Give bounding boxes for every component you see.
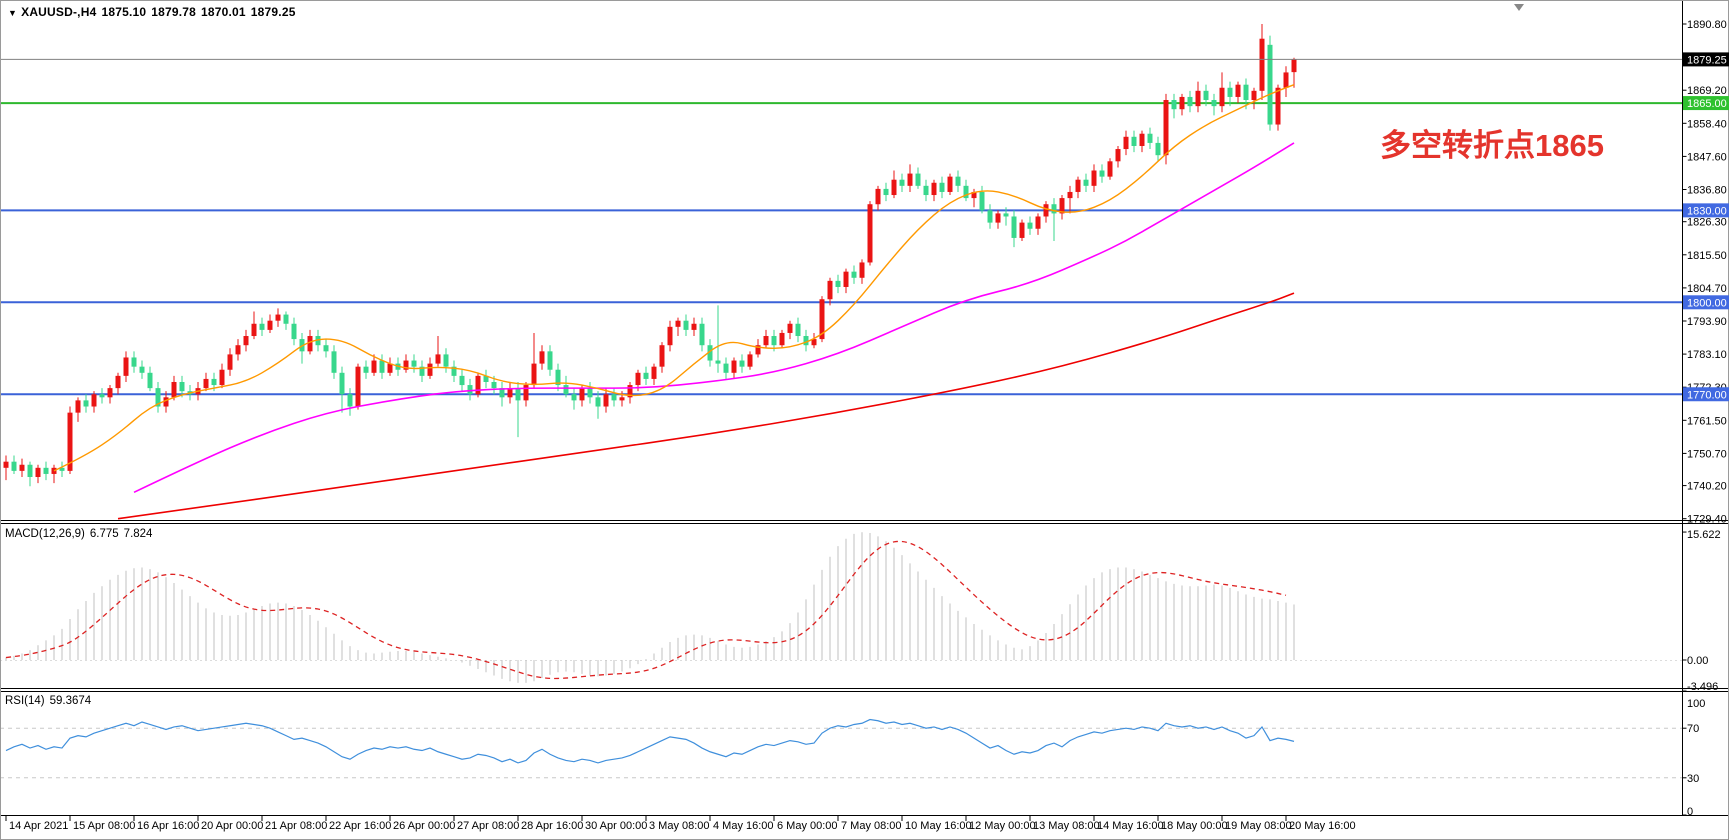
- indicator-axis-labels: 15.622 0.00 -3.496 100 70 30 0: [1682, 529, 1721, 818]
- svg-text:1890.80: 1890.80: [1687, 19, 1727, 31]
- svg-text:14 May 16:00: 14 May 16:00: [1097, 820, 1164, 832]
- symbol-ohlc-line: ▼ XAUUSD-,H4 1875.10 1879.78 1870.01 1879.25: [8, 5, 301, 19]
- svg-text:1750.70: 1750.70: [1687, 448, 1727, 460]
- svg-text:13 May 08:00: 13 May 08:00: [1033, 820, 1100, 832]
- symbol-label: XAUUSD-,H4: [21, 5, 97, 19]
- chart-shift-marker-icon: [1514, 4, 1524, 11]
- svg-text:7 May 08:00: 7 May 08:00: [841, 820, 902, 832]
- symbol-dropdown-icon: ▼: [8, 8, 18, 18]
- svg-text:1836.80: 1836.80: [1687, 185, 1727, 197]
- svg-text:27 Apr 08:00: 27 Apr 08:00: [457, 820, 519, 832]
- price-badge-1830.00: [1683, 203, 1729, 218]
- svg-text:6 May 00:00: 6 May 00:00: [777, 820, 838, 832]
- macd-indicator-label: MACD(12,26,9) 6.775 7.824: [5, 528, 157, 540]
- svg-text:30: 30: [1687, 773, 1699, 785]
- svg-text:15.622: 15.622: [1687, 529, 1721, 541]
- svg-text:16 Apr 16:00: 16 Apr 16:00: [137, 820, 199, 832]
- svg-text:1858.40: 1858.40: [1687, 118, 1727, 130]
- rsi-pane[interactable]: [0, 691, 1682, 815]
- svg-text:1815.50: 1815.50: [1687, 250, 1727, 262]
- time-axis[interactable]: [0, 816, 1729, 840]
- candlestick-series: [3, 24, 1297, 487]
- svg-text:22 Apr 16:00: 22 Apr 16:00: [329, 820, 391, 832]
- price-axis-labels: 1890.80 1869.20 1858.40 1847.60 1836.80 1826.…: [1682, 19, 1729, 526]
- svg-text:18 May 00:00: 18 May 00:00: [1161, 820, 1228, 832]
- open-value: 1875.10: [101, 5, 147, 19]
- rsi-line: [5, 718, 1295, 764]
- svg-text:70: 70: [1687, 723, 1699, 735]
- time-axis-labels: 14 Apr 2021 15 Apr 08:00 16 Apr 16:00 20 Ap…: [5, 816, 1356, 832]
- macd-histogram: [0, 532, 1682, 683]
- price-badge-1800.00: [1683, 295, 1729, 310]
- horizontal-levels[interactable]: [0, 102, 1682, 396]
- high-value: 1879.78: [151, 5, 197, 19]
- svg-text:30 Apr 00:00: 30 Apr 00:00: [585, 820, 647, 832]
- svg-text:1865.00: 1865.00: [1687, 98, 1727, 110]
- svg-text:1804.70: 1804.70: [1687, 283, 1727, 295]
- svg-text:-3.496: -3.496: [1687, 681, 1718, 693]
- svg-text:1830.00: 1830.00: [1687, 205, 1727, 217]
- svg-text:26 Apr 00:00: 26 Apr 00:00: [393, 820, 455, 832]
- svg-text:1800.00: 1800.00: [1687, 297, 1727, 309]
- rsi-value: 59.3674: [49, 695, 92, 707]
- svg-text:12 May 00:00: 12 May 00:00: [969, 820, 1036, 832]
- price-axis[interactable]: [1683, 2, 1729, 816]
- svg-text:1847.60: 1847.60: [1687, 151, 1727, 163]
- svg-text:20 May 16:00: 20 May 16:00: [1289, 820, 1356, 832]
- svg-text:1826.30: 1826.30: [1687, 217, 1727, 229]
- svg-text:20 Apr 00:00: 20 Apr 00:00: [201, 820, 263, 832]
- svg-text:14 Apr 2021: 14 Apr 2021: [9, 820, 68, 832]
- svg-text:1740.20: 1740.20: [1687, 481, 1727, 493]
- macd-pane[interactable]: [0, 523, 1682, 688]
- price-badge-1865.00: [1683, 96, 1729, 111]
- ma-slow-line: [117, 292, 1295, 520]
- rsi-indicator-label: RSI(14) 59.3674: [5, 695, 96, 707]
- svg-text:1761.50: 1761.50: [1687, 415, 1727, 427]
- ma-mid-line: [133, 142, 1295, 494]
- svg-text:0.00: 0.00: [1687, 655, 1708, 667]
- rsi-plot: [0, 718, 1682, 779]
- svg-text:1783.10: 1783.10: [1687, 349, 1727, 361]
- svg-text:3 May 08:00: 3 May 08:00: [649, 820, 710, 832]
- current-price-badge: [1683, 52, 1729, 67]
- svg-text:1770.00: 1770.00: [1687, 389, 1727, 401]
- svg-text:1869.20: 1869.20: [1687, 85, 1727, 97]
- rsi-name: RSI(14): [5, 695, 45, 707]
- svg-text:19 May 08:00: 19 May 08:00: [1225, 820, 1292, 832]
- macd-signal-value: 7.824: [123, 528, 153, 540]
- macd-name: MACD(12,26,9): [5, 528, 85, 540]
- annotation-text[interactable]: 多空转折点1865: [1380, 128, 1604, 163]
- macd-main-value: 6.775: [89, 528, 119, 540]
- macd-signal-line: [5, 540, 1287, 680]
- svg-text:0: 0: [1687, 806, 1693, 818]
- svg-text:1793.90: 1793.90: [1687, 316, 1727, 328]
- price-badge-1770.00: [1683, 387, 1729, 402]
- ma-fast-line: [53, 84, 1295, 472]
- close-value: 1879.25: [250, 5, 296, 19]
- svg-text:1729.40: 1729.40: [1687, 514, 1727, 526]
- low-value: 1870.01: [201, 5, 246, 19]
- svg-text:28 Apr 16:00: 28 Apr 16:00: [521, 820, 583, 832]
- svg-text:4 May 16:00: 4 May 16:00: [713, 820, 774, 832]
- svg-text:10 May 16:00: 10 May 16:00: [905, 820, 972, 832]
- svg-text:1879.25: 1879.25: [1687, 54, 1727, 66]
- svg-text:21 Apr 08:00: 21 Apr 08:00: [265, 820, 327, 832]
- svg-text:15 Apr 08:00: 15 Apr 08:00: [73, 820, 135, 832]
- svg-text:100: 100: [1687, 698, 1705, 710]
- main-chart-pane[interactable]: [0, 2, 1682, 520]
